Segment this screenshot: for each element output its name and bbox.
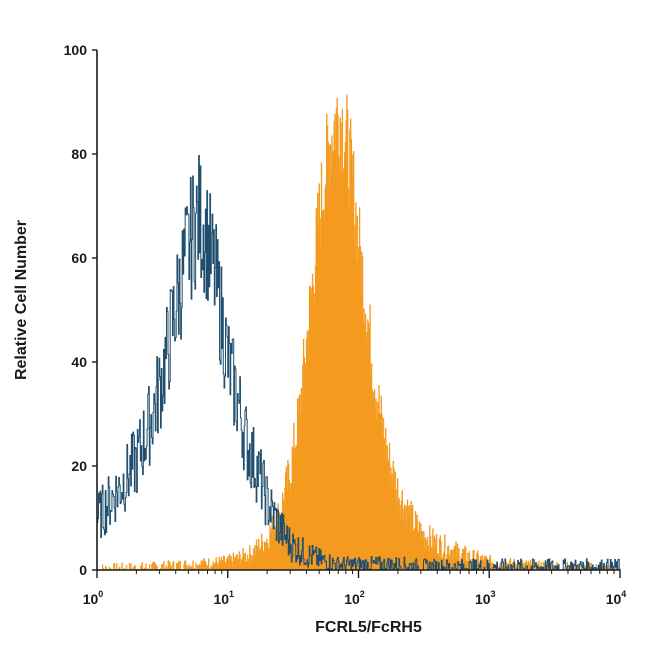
y-axis-ticks: 0 20 40 60 80 100 xyxy=(64,42,97,578)
x-tick-base: 10 xyxy=(213,591,229,607)
y-tick-label: 60 xyxy=(71,250,87,266)
y-axis-title: Relative Cell Number xyxy=(13,220,30,380)
x-tick-label: 102 xyxy=(344,589,365,607)
y-tick-label: 40 xyxy=(71,354,87,370)
x-tick-base: 10 xyxy=(606,591,622,607)
x-tick-label: 103 xyxy=(475,589,496,607)
y-tick-label: 80 xyxy=(71,146,87,162)
x-tick-exponent: 2 xyxy=(360,589,365,599)
x-tick-base: 10 xyxy=(344,591,360,607)
plot-area xyxy=(97,94,621,571)
series-filled-histogram xyxy=(97,94,620,571)
x-tick-label: 100 xyxy=(83,589,104,607)
x-tick-base: 10 xyxy=(83,591,99,607)
x-tick-exponent: 0 xyxy=(98,589,103,599)
y-tick-label: 100 xyxy=(64,42,88,58)
x-tick-label: 101 xyxy=(213,589,234,607)
y-tick-label: 20 xyxy=(71,458,87,474)
x-tick-base: 10 xyxy=(475,591,491,607)
x-axis-ticks: 100 101 102 103 104 xyxy=(83,570,627,607)
x-tick-exponent: 4 xyxy=(621,589,626,599)
x-tick-exponent: 1 xyxy=(229,589,234,599)
y-tick-label: 0 xyxy=(79,562,87,578)
x-axis-title: FCRL5/FcRH5 xyxy=(315,619,422,636)
x-tick-label: 104 xyxy=(606,589,627,607)
x-tick-exponent: 3 xyxy=(491,589,496,599)
